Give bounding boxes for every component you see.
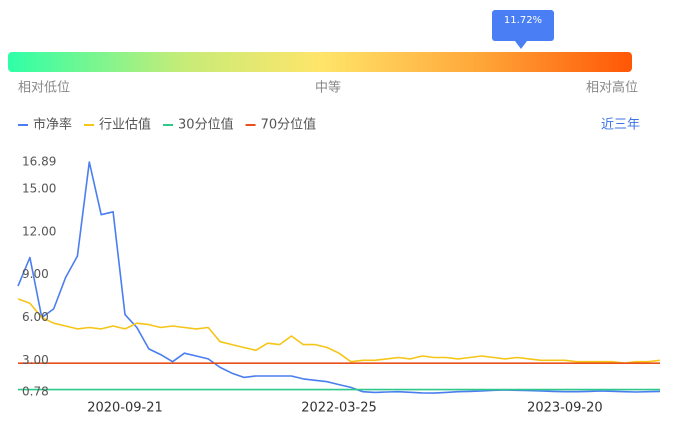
range-button[interactable]: 近三年 [601, 118, 640, 133]
x-tick-label: 2020-09-21 [87, 401, 163, 416]
y-tick-label: 12.00 [22, 224, 56, 238]
legend-label: 市净率 [33, 117, 72, 133]
gauge-bar [8, 52, 632, 72]
marker-label: 11.72% [504, 15, 542, 26]
y-tick-label: 16.89 [22, 155, 56, 169]
marker-pointer [515, 41, 527, 49]
legend-label: 行业估值 [99, 117, 151, 133]
x-tick-label: 2022-03-25 [301, 401, 377, 416]
y-tick-label: 0.78 [22, 385, 49, 399]
marker-box [492, 10, 554, 41]
series-line [17, 161, 661, 394]
series-line [17, 298, 661, 364]
y-tick-label: 6.00 [22, 310, 49, 324]
legend-label: 30分位值 [178, 117, 234, 133]
x-tick-label: 2023-09-20 [527, 401, 603, 416]
gauge-high: 相对高位 [586, 80, 638, 96]
gauge-low: 相对低位 [18, 81, 70, 96]
legend-label: 70分位值 [261, 117, 317, 133]
y-tick-label: 3.00 [22, 353, 49, 367]
gauge-mid: 中等 [315, 80, 341, 96]
y-tick-label: 15.00 [22, 181, 56, 195]
y-tick-label: 9.00 [22, 267, 49, 281]
